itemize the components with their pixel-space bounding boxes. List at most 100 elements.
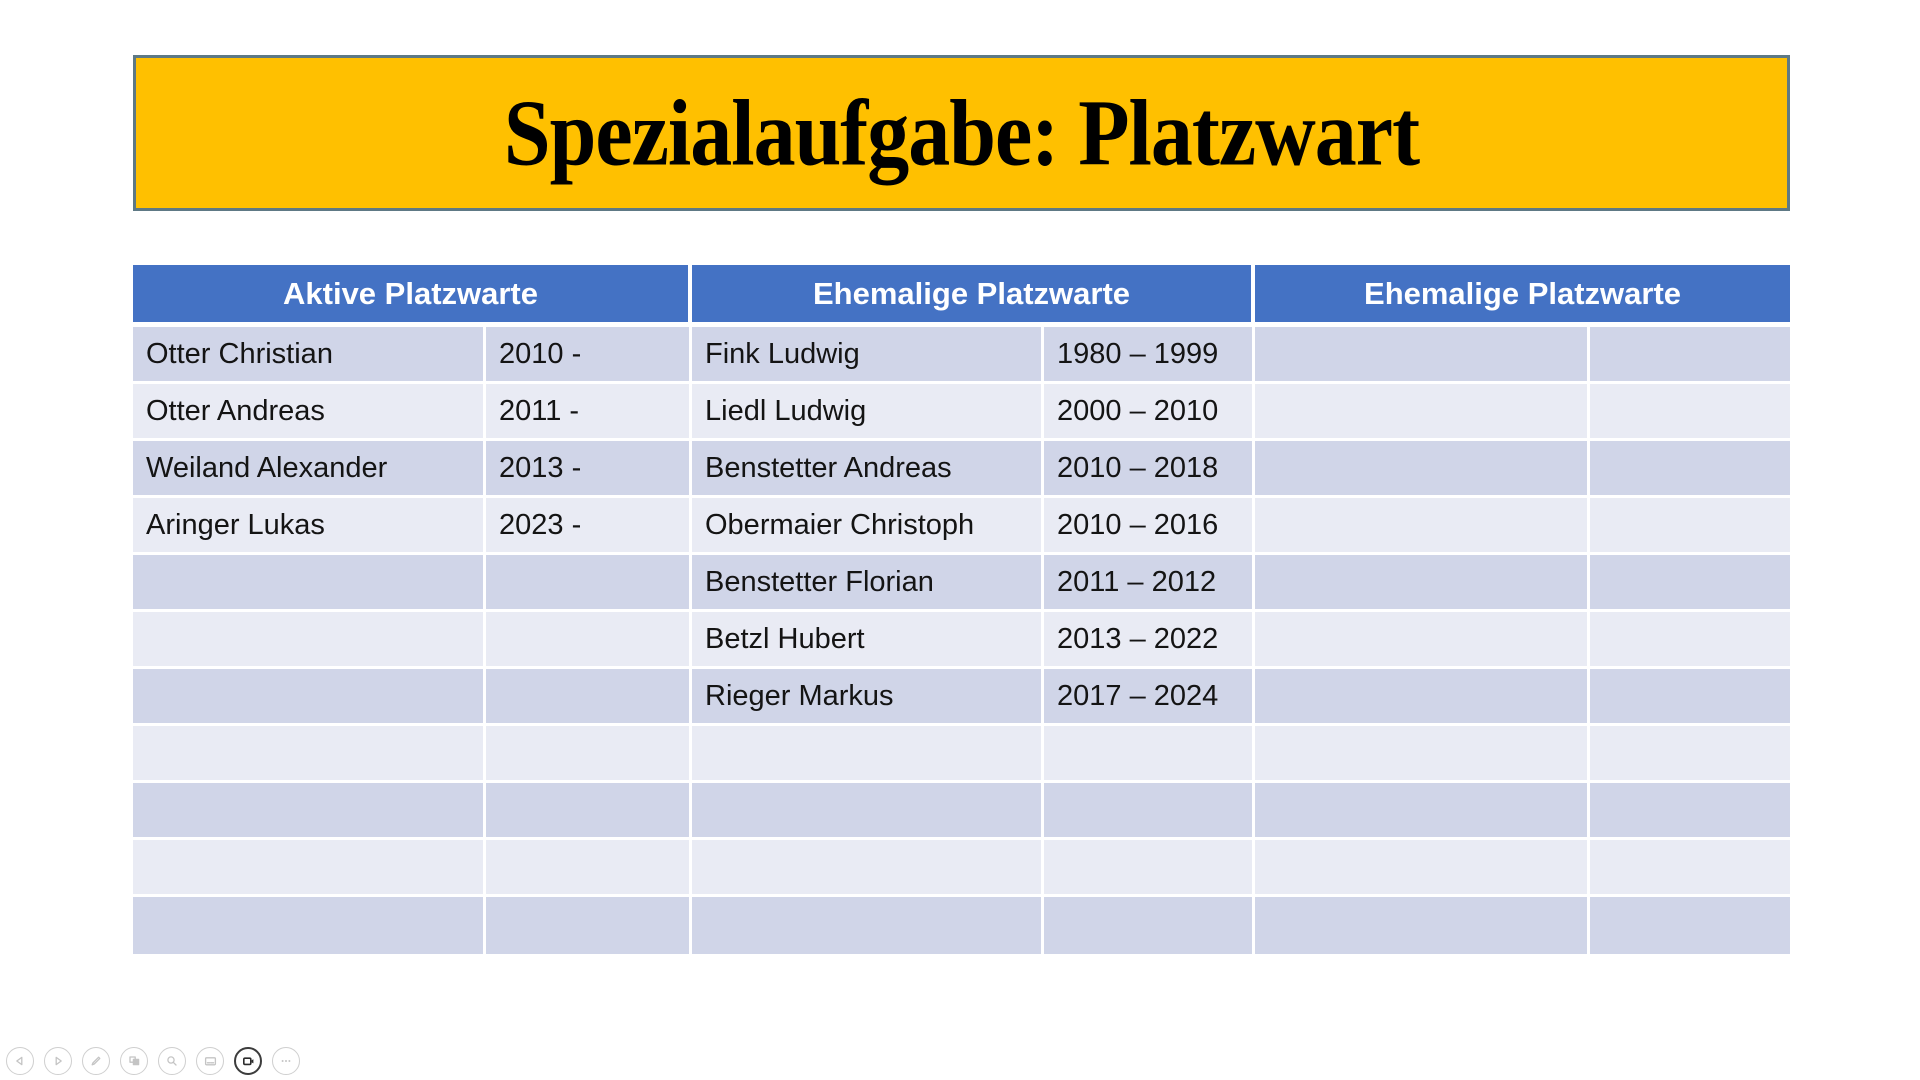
table-cell	[1044, 726, 1256, 783]
table-cell	[1255, 498, 1591, 555]
table-cell: Aringer Lukas	[133, 498, 486, 555]
table-header-row: Aktive Platzwarte Ehemalige Platzwarte E…	[133, 265, 1791, 327]
table-cell	[1590, 726, 1791, 783]
slide-title: Spezialaufgabe: Platzwart	[503, 80, 1420, 186]
table-cell: 2010 -	[486, 327, 692, 384]
table-cell	[692, 783, 1044, 840]
table-row	[133, 726, 1791, 783]
table-cell: 2017 – 2024	[1044, 669, 1256, 726]
table-cell	[486, 555, 692, 612]
pen-icon	[91, 1056, 101, 1066]
previous-slide-icon	[16, 1056, 23, 1066]
next-slide-icon	[55, 1056, 62, 1066]
table-cell: 2000 – 2010	[1044, 384, 1256, 441]
captions-button[interactable]	[196, 1047, 224, 1075]
zoom-icon	[167, 1056, 177, 1066]
table-cell	[133, 840, 486, 897]
table-row: Otter Christian 2010 - Fink Ludwig 1980 …	[133, 327, 1791, 384]
captions-icon	[204, 1056, 216, 1065]
table-cell: Otter Andreas	[133, 384, 486, 441]
zoom-slide-button[interactable]	[158, 1047, 186, 1075]
table-row: Aringer Lukas 2023 - Obermaier Christoph…	[133, 498, 1791, 555]
all-slides-icon	[128, 1055, 139, 1065]
table-cell: 2011 – 2012	[1044, 555, 1256, 612]
camera-button[interactable]	[234, 1047, 262, 1075]
table-cell: Benstetter Andreas	[692, 441, 1044, 498]
camera-icon	[242, 1056, 253, 1065]
table-cell	[486, 669, 692, 726]
table-row: Betzl Hubert 2013 – 2022	[133, 612, 1791, 669]
table-cell	[692, 897, 1044, 954]
table-cell	[1590, 555, 1791, 612]
platzwart-table: Aktive Platzwarte Ehemalige Platzwarte E…	[133, 265, 1791, 954]
table-cell: Rieger Markus	[692, 669, 1044, 726]
table-row: Benstetter Florian 2011 – 2012	[133, 555, 1791, 612]
table-cell	[1590, 384, 1791, 441]
table-cell	[1044, 783, 1256, 840]
table-cell	[1590, 840, 1791, 897]
table-cell: 2013 – 2022	[1044, 612, 1256, 669]
table-cell	[1255, 840, 1591, 897]
table-cell	[133, 897, 486, 954]
more-options-icon	[281, 1060, 291, 1062]
table-cell	[1255, 384, 1591, 441]
table-cell	[133, 726, 486, 783]
table-cell	[1590, 498, 1791, 555]
table-row	[133, 897, 1791, 954]
pen-tools-button[interactable]	[82, 1047, 110, 1075]
table-cell: Obermaier Christoph	[692, 498, 1044, 555]
more-options-button[interactable]	[272, 1047, 300, 1075]
title-banner: Spezialaufgabe: Platzwart	[133, 55, 1790, 211]
table-cell: Otter Christian	[133, 327, 486, 384]
table-cell: 2010 – 2016	[1044, 498, 1256, 555]
table-cell: 2010 – 2018	[1044, 441, 1256, 498]
table-row: Weiland Alexander 2013 - Benstetter Andr…	[133, 441, 1791, 498]
table-cell	[1590, 441, 1791, 498]
table-header-ehemalige-2: Ehemalige Platzwarte	[1255, 265, 1791, 327]
table-cell	[1044, 897, 1256, 954]
table-cell	[1590, 669, 1791, 726]
table-cell	[1255, 669, 1591, 726]
table-cell	[1255, 726, 1591, 783]
table-cell	[133, 669, 486, 726]
table-cell: Betzl Hubert	[692, 612, 1044, 669]
table-cell	[486, 783, 692, 840]
table-cell: 2013 -	[486, 441, 692, 498]
table-cell: 2011 -	[486, 384, 692, 441]
table-cell: 1980 – 1999	[1044, 327, 1256, 384]
previous-slide-button[interactable]	[6, 1047, 34, 1075]
table-cell	[692, 840, 1044, 897]
table-cell	[1255, 783, 1591, 840]
table-cell	[486, 897, 692, 954]
next-slide-button[interactable]	[44, 1047, 72, 1075]
table-cell	[1255, 441, 1591, 498]
table-cell	[1590, 783, 1791, 840]
table-row: Rieger Markus 2017 – 2024	[133, 669, 1791, 726]
table-row	[133, 783, 1791, 840]
table-cell	[133, 612, 486, 669]
table-cell	[133, 555, 486, 612]
table-cell	[486, 726, 692, 783]
table-cell	[1590, 612, 1791, 669]
table-row	[133, 840, 1791, 897]
table-cell: Benstetter Florian	[692, 555, 1044, 612]
table-cell: Liedl Ludwig	[692, 384, 1044, 441]
table-cell: Fink Ludwig	[692, 327, 1044, 384]
table-cell	[1044, 840, 1256, 897]
table-row: Otter Andreas 2011 - Liedl Ludwig 2000 –…	[133, 384, 1791, 441]
table-header-ehemalige-1: Ehemalige Platzwarte	[692, 265, 1256, 327]
table-cell	[1590, 327, 1791, 384]
table-cell: 2023 -	[486, 498, 692, 555]
table-cell	[133, 783, 486, 840]
all-slides-button[interactable]	[120, 1047, 148, 1075]
table-cell	[1255, 555, 1591, 612]
table-cell	[1590, 897, 1791, 954]
table-cell: Weiland Alexander	[133, 441, 486, 498]
table-cell	[1255, 612, 1591, 669]
table-cell	[692, 726, 1044, 783]
table-header-aktive: Aktive Platzwarte	[133, 265, 692, 327]
table-cell	[486, 840, 692, 897]
table-cell	[486, 612, 692, 669]
table-cell	[1255, 897, 1591, 954]
presenter-toolbar	[6, 1047, 300, 1075]
